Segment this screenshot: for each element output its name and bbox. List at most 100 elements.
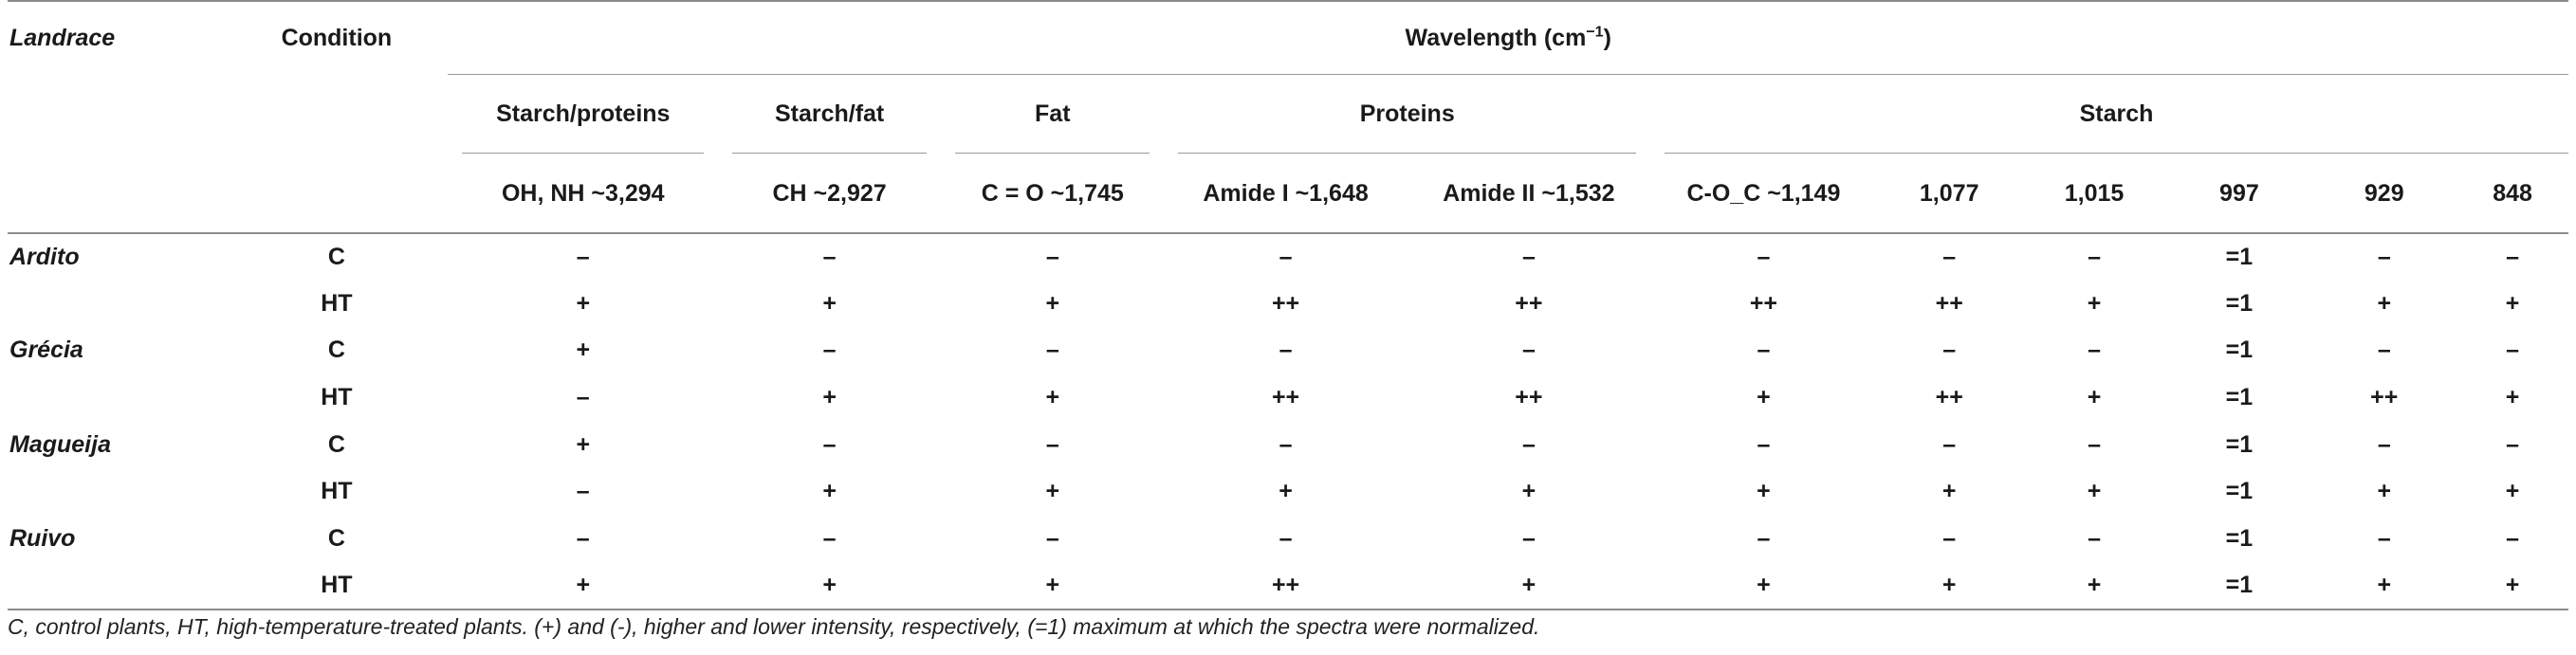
intensity-cell: +: [576, 289, 591, 317]
band-header: OH, NH ~3,294: [501, 179, 665, 207]
intensity-cell: –: [576, 524, 590, 552]
intensity-cell: =1: [2225, 384, 2254, 411]
intensity-cell: +: [1045, 384, 1060, 411]
table-row: HT + + + ++ + + + + =1 + +: [8, 562, 2568, 610]
band-header: CH ~2,927: [772, 179, 887, 207]
intensity-cell: –: [576, 384, 590, 411]
intensity-cell: =1: [2225, 289, 2254, 317]
table-row: HT – + + ++ ++ + ++ + =1 ++ +: [8, 374, 2568, 422]
condition-cell: C: [327, 524, 345, 552]
intensity-cell: ++: [1515, 289, 1543, 317]
intensity-cell: +: [2505, 384, 2520, 411]
table-body: Ardito C – – – – – – – – =1– – HT + + + ++ ++ ++ ++ + =1 + + Gré…: [8, 233, 2568, 610]
group-header-starch-fat: Starch/fat: [718, 75, 941, 155]
intensity-cell: –: [1279, 337, 1293, 364]
intensity-cell: –: [1521, 337, 1536, 364]
intensity-cell: –: [1045, 430, 1059, 458]
intensity-cell: –: [2506, 243, 2520, 270]
intensity-cell: –: [822, 337, 837, 364]
intensity-cell: =1: [2225, 524, 2254, 552]
condition-cell: HT: [321, 289, 353, 317]
table-row: Ruivo C – – – – – – – – =1 – –: [8, 516, 2568, 563]
intensity-cell: +: [2505, 571, 2520, 598]
intensity-cell: +: [822, 289, 837, 317]
intensity-cell: +: [576, 430, 591, 458]
intensity-cell: –: [1757, 243, 1771, 270]
data-table-container: Landrace Condition Wavelength (cm−1) Sta…: [8, 0, 2568, 611]
landrace-cell: Magueija: [9, 430, 111, 458]
landrace-cell: [8, 468, 225, 516]
intensity-cell: +: [2087, 384, 2102, 411]
intensity-cell: –: [822, 524, 837, 552]
condition-cell: HT: [321, 571, 353, 598]
intensity-cell: –: [1279, 430, 1293, 458]
intensity-cell: +: [1757, 571, 1771, 598]
intensity-cell: ++: [1935, 289, 1963, 317]
landrace-cell: Grécia: [9, 337, 83, 364]
landrace-cell: [8, 562, 225, 610]
table-row: Magueija C + – – – – – – – =1 – –: [8, 421, 2568, 468]
header-wavelength-close: ): [1603, 24, 1611, 51]
intensity-cell: –: [1045, 337, 1059, 364]
intensity-cell: ++: [1515, 384, 1543, 411]
intensity-cell: ++: [1271, 571, 1300, 598]
table-row: Grécia C + – – – – – – – =1 – –: [8, 327, 2568, 374]
intensity-cell: –: [2506, 524, 2520, 552]
band-header: 997: [2219, 179, 2259, 207]
intensity-cell: +: [822, 571, 837, 598]
intensity-cell: –: [2506, 337, 2520, 364]
header-wavelength-sup: −1: [1586, 24, 1604, 41]
intensity-cell: ++: [2370, 384, 2399, 411]
intensity-cell: –: [1521, 524, 1536, 552]
header-wavelength: Wavelength (cm−1): [448, 1, 2568, 75]
condition-cell: C: [327, 430, 345, 458]
band-header: Amide I ~1,648: [1203, 179, 1369, 207]
header-landrace: Landrace: [9, 24, 116, 51]
intensity-cell: –: [2506, 430, 2520, 458]
intensity-cell: +: [2377, 478, 2392, 505]
intensity-cell: –: [1942, 524, 1957, 552]
condition-cell: C: [327, 337, 345, 364]
intensity-cell: +: [1521, 571, 1536, 598]
intensity-cell: =1: [2225, 337, 2254, 364]
intensity-cell: –: [1045, 524, 1059, 552]
table-row: HT – + + + + + + + =1 + +: [8, 468, 2568, 516]
condition-cell: HT: [321, 384, 353, 411]
intensity-cell: –: [2088, 243, 2101, 270]
intensity-cell: –: [2088, 430, 2101, 458]
intensity-cell: –: [1757, 430, 1771, 458]
intensity-cell: =1: [2225, 243, 2254, 270]
landrace-cell: [8, 374, 225, 422]
intensity-cell: +: [822, 384, 837, 411]
condition-cell: HT: [321, 478, 353, 505]
intensity-cell: +: [1941, 478, 1957, 505]
intensity-cell: +: [1757, 384, 1771, 411]
intensity-cell: –: [2377, 430, 2391, 458]
intensity-cell: +: [2505, 289, 2520, 317]
band-header: 1,015: [2064, 179, 2125, 207]
intensity-cell: =1: [2225, 571, 2254, 598]
group-header-starch-proteins: Starch/proteins: [448, 75, 718, 155]
intensity-cell: +: [2087, 478, 2102, 505]
landrace-cell: Ardito: [9, 243, 80, 270]
band-header: 929: [2364, 179, 2404, 207]
intensity-cell: +: [2087, 289, 2102, 317]
intensity-cell: –: [2088, 337, 2101, 364]
band-header: Amide II ~1,532: [1443, 179, 1615, 207]
intensity-cell: ++: [1935, 384, 1963, 411]
intensity-cell: +: [576, 571, 591, 598]
intensity-cell: –: [1942, 243, 1957, 270]
group-header-proteins: Proteins: [1164, 75, 1650, 155]
landrace-cell: [8, 281, 225, 328]
intensity-cell: =1: [2225, 430, 2254, 458]
intensity-cell: –: [1942, 430, 1957, 458]
condition-cell: C: [327, 243, 345, 270]
intensity-cell: –: [1279, 524, 1293, 552]
intensity-cell: –: [1521, 243, 1536, 270]
intensity-cell: +: [1045, 571, 1060, 598]
band-header: C-O_C ~1,149: [1686, 179, 1841, 207]
band-header: C = O ~1,745: [981, 179, 1124, 207]
intensity-cell: –: [822, 430, 837, 458]
intensity-cell: –: [1757, 337, 1771, 364]
header-wavelength-text: Wavelength (cm: [1405, 24, 1587, 51]
